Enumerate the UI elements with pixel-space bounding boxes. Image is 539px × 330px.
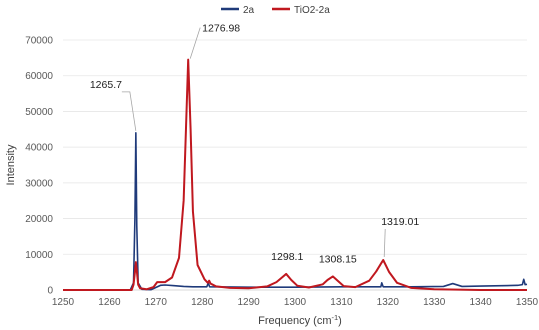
peak-annotations: 1265.7 1276.98 1298.1 1308.15 1319.01 xyxy=(90,23,419,266)
y-tick-label: 50000 xyxy=(25,107,53,118)
y-tick-labels: 0 10000 20000 30000 40000 50000 60000 70000 xyxy=(25,36,53,297)
y-axis-title: Intensity xyxy=(5,144,17,185)
x-tick-labels: 1250 1260 1270 1280 1290 1300 1310 1320 1330 1340… xyxy=(52,297,539,308)
peak-label: 1265.7 xyxy=(90,79,122,91)
annotation-leader xyxy=(189,27,201,59)
x-tick-label: 1350 xyxy=(516,297,539,308)
x-tick-label: 1300 xyxy=(284,297,307,308)
y-tick-label: 60000 xyxy=(25,71,53,82)
x-tick-label: 1250 xyxy=(52,297,75,308)
x-tick-label: 1330 xyxy=(423,297,446,308)
x-tick-label: 1260 xyxy=(98,297,121,308)
x-axis-title-superscript: -1 xyxy=(332,313,339,322)
x-tick-label: 1310 xyxy=(330,297,353,308)
y-tick-label: 40000 xyxy=(25,143,53,154)
x-tick-label: 1270 xyxy=(145,297,168,308)
x-tick-label: 1290 xyxy=(237,297,260,308)
series-line-2a xyxy=(63,132,528,291)
y-tick-label: 70000 xyxy=(25,36,53,47)
legend-label-2a: 2a xyxy=(243,5,255,16)
peak-label: 1298.1 xyxy=(271,251,303,263)
annotation-leader xyxy=(383,228,386,258)
y-tick-label: 10000 xyxy=(25,250,53,261)
annotation-leader xyxy=(121,91,137,131)
x-tick-label: 1340 xyxy=(469,297,492,308)
legend: 2a TiO2-2a xyxy=(221,5,330,16)
x-axis-title: Frequency (cm-1) xyxy=(258,313,342,327)
y-tick-label: 30000 xyxy=(25,178,53,189)
y-tick-label: 0 xyxy=(47,286,53,297)
series-lines xyxy=(63,58,528,291)
peak-label: 1308.15 xyxy=(319,253,357,265)
series-line-tio2-2a xyxy=(63,58,527,291)
legend-label-tio2-2a: TiO2-2a xyxy=(294,5,330,16)
y-tick-label: 20000 xyxy=(25,214,53,225)
peak-label: 1319.01 xyxy=(381,216,419,228)
x-tick-label: 1320 xyxy=(377,297,400,308)
x-axis-title-end: ) xyxy=(338,315,342,327)
x-tick-label: 1280 xyxy=(191,297,214,308)
x-axis-title-main: Frequency (cm xyxy=(258,315,331,327)
peak-label: 1276.98 xyxy=(202,23,240,35)
